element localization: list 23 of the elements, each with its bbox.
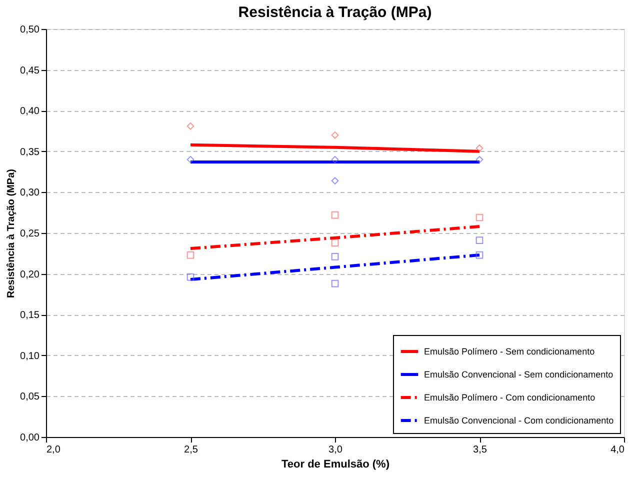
chart-title: Resistência à Tração (MPa) (238, 4, 432, 21)
y-tick-label: 0,15 (20, 310, 40, 322)
y-tick-label: 0,50 (20, 24, 40, 36)
y-tick-label: 0,25 (20, 228, 40, 240)
y-tick-label: 0,20 (20, 269, 40, 280)
x-tick-label: 2,0 (46, 444, 61, 456)
x-tick-label: 3,0 (328, 444, 343, 456)
legend-label: Emulsão Convencional - Sem condicionamento (424, 370, 614, 380)
y-tick-label: 0,35 (20, 146, 40, 158)
x-tick-label: 2,5 (184, 444, 198, 456)
x-axis-title: Teor de Emulsão (%) (282, 458, 390, 470)
y-axis-title: Resistência à Tração (MPa) (6, 169, 18, 298)
legend-label: Emulsão Convencional - Com condicionamento (424, 416, 614, 426)
y-tick-label: 0,45 (20, 65, 40, 76)
legend-label: Emulsão Polímero - Sem condicionamento (424, 346, 595, 356)
y-tick-label: 0,40 (20, 106, 40, 118)
y-tick-label: 0,10 (20, 350, 40, 362)
y-tick-label: 0,00 (20, 432, 40, 444)
legend-label: Emulsão Polímero - Com condicionamento (424, 392, 596, 402)
y-tick-label: 0,30 (20, 188, 40, 199)
y-tick-label: 0,05 (20, 392, 40, 403)
x-tick-label: 4,0 (610, 444, 625, 456)
x-tick-label: 3,5 (473, 444, 488, 456)
